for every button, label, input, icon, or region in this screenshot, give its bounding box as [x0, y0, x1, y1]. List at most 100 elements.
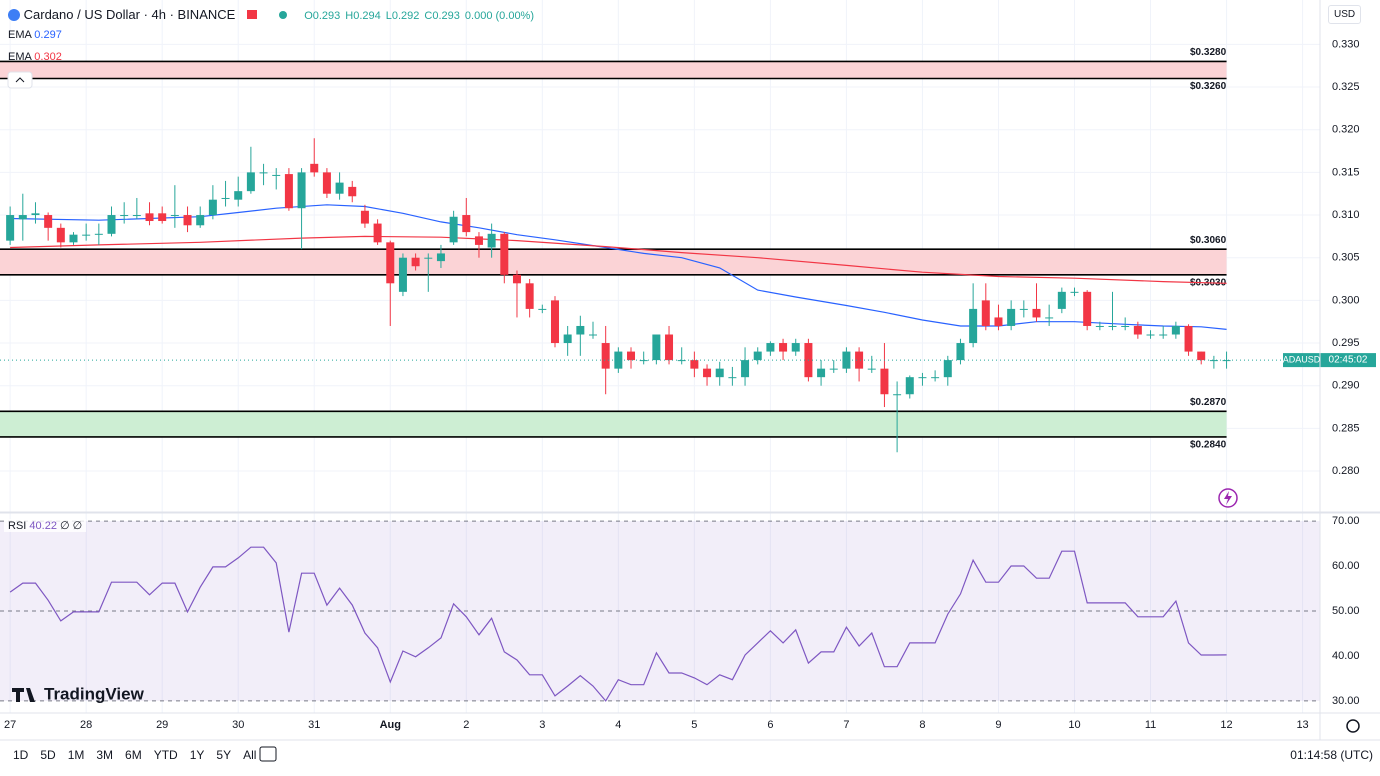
candle-body [931, 377, 940, 379]
candle-body [398, 257, 407, 292]
x-tick-label: 27 [4, 719, 16, 731]
rsi-value: 40.22 [29, 520, 57, 532]
candle-body [284, 174, 293, 209]
y-tick-label: 0.290 [1332, 380, 1360, 392]
candle-body [132, 215, 141, 217]
range-button[interactable]: 1M [67, 748, 85, 762]
candle-body [589, 334, 598, 336]
candle-body [969, 308, 978, 344]
range-button[interactable]: 3M [96, 748, 114, 762]
candle-body [234, 191, 243, 200]
x-tick-label: 2 [463, 719, 469, 731]
candle-body [1070, 291, 1079, 293]
candle-body [1222, 360, 1231, 362]
candle-body [335, 182, 344, 194]
y-tick-label: 0.285 [1332, 422, 1360, 434]
candle-body [1146, 334, 1155, 336]
candle-body [842, 351, 851, 369]
candle-body [880, 368, 889, 395]
candle-body [690, 360, 699, 369]
candle-body [424, 257, 433, 259]
candle-body [1032, 308, 1041, 318]
calendar-icon[interactable] [259, 746, 277, 762]
ohlc-item: C0.293 [424, 10, 460, 22]
candle-body [82, 234, 91, 236]
range-button[interactable]: 6M [125, 748, 142, 762]
currency-button[interactable]: USD [1328, 5, 1362, 24]
candle-body [525, 283, 534, 309]
candle-body [741, 360, 750, 378]
ohlc-item: L0.292 [385, 10, 420, 22]
candle-body [1007, 308, 1016, 326]
candle-body [627, 351, 636, 361]
range-button[interactable]: 1Y [189, 748, 205, 762]
candle-body [221, 197, 230, 199]
candle-body [1184, 325, 1193, 352]
candle-body [715, 368, 724, 378]
candle-body [183, 215, 192, 226]
y-tick-label: 70.00 [1332, 515, 1360, 527]
candle-body [867, 368, 876, 370]
x-tick-label: 12 [1220, 719, 1232, 731]
candle-body [601, 343, 610, 369]
candle-body [652, 334, 661, 361]
candle-body [31, 213, 40, 216]
candle-body [246, 172, 255, 192]
rsi-name: RSI [8, 520, 27, 532]
candle-body [107, 215, 116, 234]
header: Cardano / US Dollar · 4h · BINANCE O0.29… [8, 7, 539, 22]
candle-body [943, 360, 952, 378]
candle-body [855, 351, 864, 369]
zone [0, 411, 1227, 437]
candle-body [1121, 325, 1130, 327]
range-button[interactable]: 5D [40, 748, 56, 762]
symbol-icon [8, 9, 20, 21]
x-tick-label: 31 [308, 719, 320, 731]
symbol-tag [1283, 353, 1320, 368]
x-tick-label: Aug [380, 719, 401, 731]
collapse-button[interactable] [7, 71, 33, 89]
candle-body [550, 300, 559, 344]
alert-icon[interactable] [1218, 488, 1238, 508]
y-tick-label: 0.305 [1332, 252, 1360, 264]
rsi-line [9, 546, 1227, 702]
zone [0, 249, 1227, 275]
candle-body [158, 213, 167, 222]
ema-legend: EMA 0.297 [8, 29, 62, 41]
settings-icon[interactable] [1346, 719, 1360, 733]
candle-body [639, 360, 648, 362]
zone-label: $0.2840 [1190, 440, 1227, 451]
range-button[interactable]: 1D [13, 748, 29, 762]
candle-body [791, 343, 800, 352]
collapse-chevron [15, 77, 25, 83]
candle-body [462, 215, 471, 233]
logo-icon [12, 688, 35, 702]
countdown-text: 02:45:02 [1329, 355, 1368, 366]
candle-body [386, 242, 395, 284]
y-tick-label: 0.295 [1332, 337, 1360, 349]
x-tick-label: 9 [995, 719, 1001, 731]
logo-text: TradingView [44, 684, 145, 703]
x-tick-label: 8 [919, 719, 925, 731]
candle-body [918, 377, 927, 379]
rsi-legend: RSI 40.22 ∅ ∅ [4, 519, 87, 532]
candle-body [259, 172, 268, 174]
status-dot [278, 11, 287, 19]
candle-body [272, 174, 281, 176]
candle-body [474, 236, 483, 245]
candle-body [1133, 325, 1142, 335]
x-tick-label: 10 [1068, 719, 1080, 731]
candle-body [120, 215, 129, 217]
candle-body [1159, 334, 1168, 336]
range-button[interactable]: All [243, 748, 257, 762]
flag-icon[interactable] [246, 10, 257, 19]
range-button[interactable]: 5Y [216, 748, 232, 762]
candle-body [487, 233, 496, 248]
clock: 01:14:58 (UTC) [1290, 748, 1373, 762]
y-tick-label: 0.300 [1332, 294, 1360, 306]
range-button[interactable]: YTD [153, 748, 178, 762]
candle-body [1171, 325, 1180, 335]
candle-body [373, 223, 382, 243]
candle-body [677, 360, 686, 362]
